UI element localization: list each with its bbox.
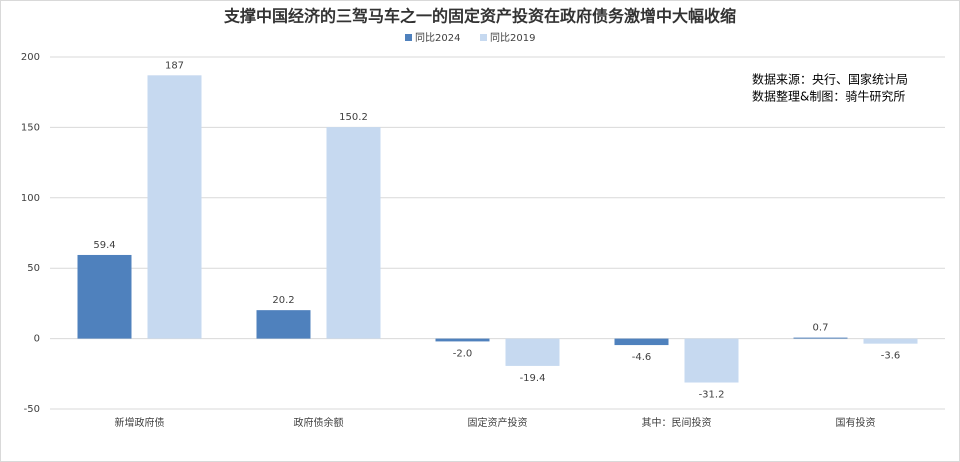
data-label: 0.7: [813, 323, 829, 334]
data-label: 187: [165, 60, 184, 71]
bar: [256, 310, 311, 339]
bar: [614, 338, 669, 346]
y-tick-label: 200: [21, 52, 40, 63]
y-tick-label: 0: [34, 334, 40, 345]
bar: [684, 338, 739, 383]
x-tick-label: 政府债余额: [294, 416, 344, 429]
legend-label: 同比2019: [490, 32, 535, 44]
bar: [793, 337, 848, 339]
data-label: -2.0: [453, 348, 473, 359]
x-tick-label: 国有投资: [836, 416, 876, 429]
y-tick-label: -50: [24, 404, 40, 415]
bar: [863, 338, 918, 344]
bar: [505, 338, 560, 366]
legend-swatch: [405, 34, 412, 41]
x-tick-label: 其中：民间投资: [642, 416, 712, 429]
y-tick-label: 100: [21, 193, 40, 204]
bar: [435, 338, 490, 342]
data-label: 150.2: [339, 112, 368, 123]
chart-title: 支撑中国经济的三驾马车之一的固定资产投资在政府债务激增中大幅收缩: [223, 7, 736, 26]
annotation: 数据来源：央行、国家统计局: [752, 72, 908, 87]
data-label: 59.4: [93, 240, 115, 251]
y-tick-label: 50: [27, 263, 40, 274]
data-label: -4.6: [632, 352, 652, 363]
annotation: 数据整理&制图：骑牛研究所: [752, 89, 905, 104]
data-label: -31.2: [699, 390, 725, 401]
x-tick-label: 固定资产投资: [468, 416, 528, 429]
data-label: 20.2: [272, 295, 294, 306]
x-tick-label: 新增政府债: [115, 416, 165, 429]
legend-label: 同比2024: [415, 32, 460, 44]
y-tick-label: 150: [21, 122, 40, 133]
bar: [147, 75, 202, 339]
bar: [326, 127, 381, 339]
data-label: -19.4: [520, 373, 546, 384]
bar: [77, 254, 132, 339]
legend-swatch: [480, 34, 487, 41]
data-label: -3.6: [881, 351, 901, 362]
